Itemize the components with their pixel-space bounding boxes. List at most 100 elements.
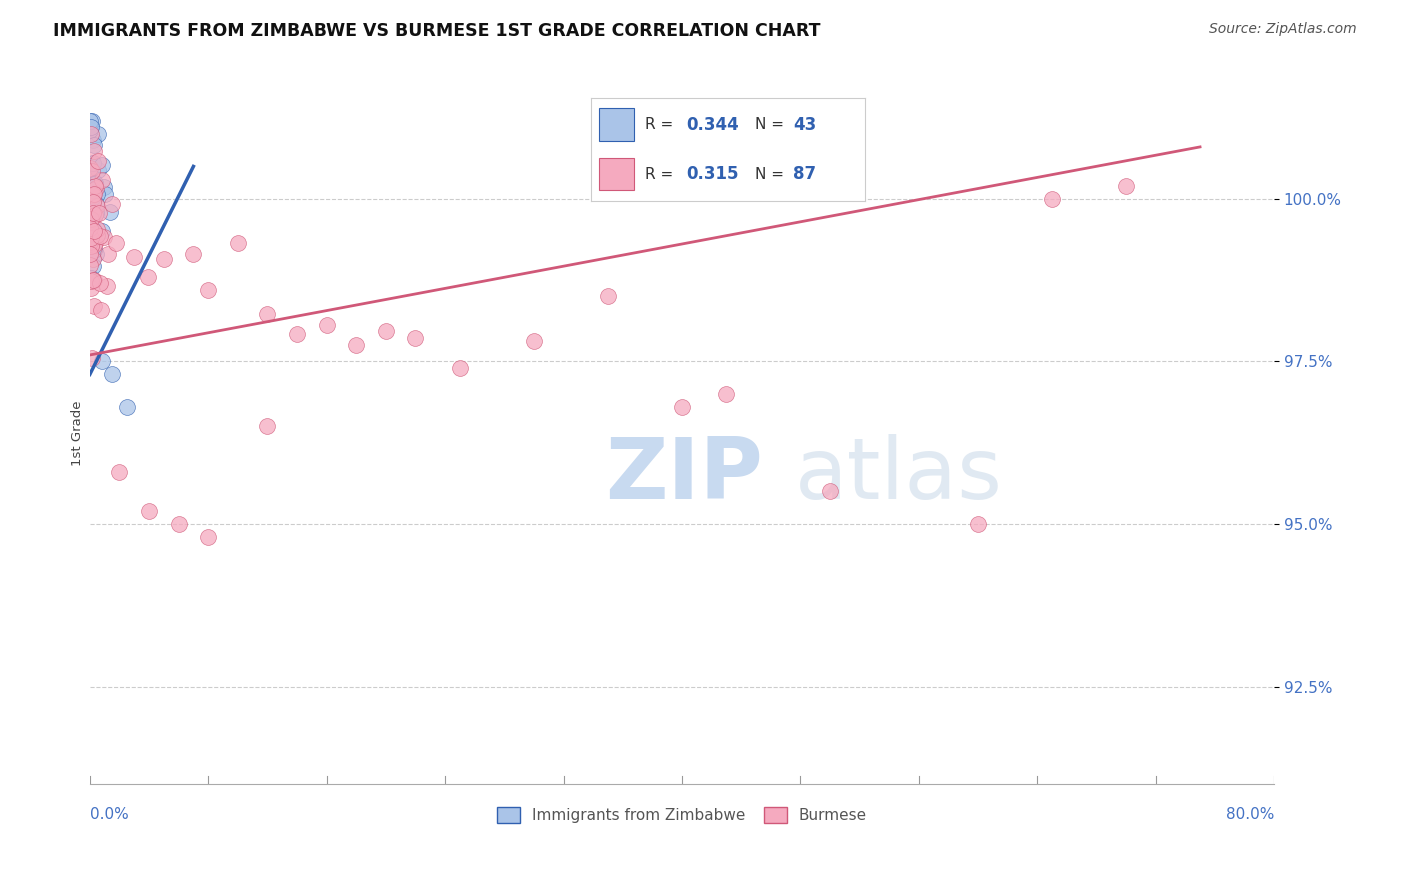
Point	[93, 230, 115, 244]
Text: R =: R =	[645, 117, 679, 132]
Text: 80.0%: 80.0%	[1226, 807, 1274, 822]
Point	[671, 400, 693, 414]
Text: N =: N =	[755, 167, 789, 182]
Point	[82, 183, 104, 197]
Point	[374, 324, 396, 338]
Point	[226, 235, 249, 250]
Point	[98, 205, 121, 219]
Point	[80, 192, 103, 206]
Point	[82, 205, 104, 219]
Text: 87: 87	[793, 165, 817, 183]
Point	[90, 354, 112, 368]
Point	[82, 190, 104, 204]
Point	[79, 161, 101, 175]
Text: ZIP: ZIP	[605, 434, 762, 516]
Point	[108, 465, 131, 479]
Point	[80, 120, 103, 134]
Point	[80, 114, 103, 128]
Point	[96, 278, 118, 293]
Point	[79, 114, 101, 128]
Point	[1115, 178, 1137, 193]
Point	[449, 360, 471, 375]
Point	[79, 123, 101, 137]
Point	[89, 276, 111, 290]
Point	[83, 273, 105, 287]
Point	[91, 224, 114, 238]
Point	[138, 504, 160, 518]
Point	[82, 208, 104, 222]
Point	[86, 162, 108, 177]
Point	[84, 205, 107, 219]
Point	[136, 269, 159, 284]
Point	[83, 244, 105, 258]
Point	[80, 235, 103, 250]
Point	[83, 299, 105, 313]
Text: 43: 43	[793, 116, 817, 134]
Point	[89, 228, 111, 243]
Point	[83, 137, 105, 152]
Text: atlas: atlas	[794, 434, 1002, 516]
Point	[716, 387, 738, 401]
Point	[167, 516, 190, 531]
Point	[79, 246, 101, 260]
Point	[79, 258, 101, 272]
Point	[83, 145, 105, 159]
Point	[82, 133, 104, 147]
Point	[80, 238, 103, 252]
Text: Source: ZipAtlas.com: Source: ZipAtlas.com	[1209, 22, 1357, 37]
Point	[91, 158, 114, 172]
Point	[101, 197, 124, 211]
Text: R =: R =	[645, 167, 679, 182]
Point	[153, 252, 176, 266]
Point	[84, 181, 107, 195]
Point	[80, 212, 103, 227]
Point	[79, 239, 101, 253]
Point	[82, 156, 104, 170]
Point	[523, 334, 546, 349]
Point	[404, 331, 426, 345]
Point	[80, 351, 103, 365]
Point	[285, 326, 308, 341]
Point	[79, 224, 101, 238]
Point	[87, 206, 110, 220]
Point	[90, 303, 112, 318]
Point	[104, 235, 127, 250]
Point	[256, 307, 278, 321]
Point	[83, 176, 105, 190]
Point	[83, 179, 105, 194]
Point	[80, 274, 103, 288]
Point	[82, 195, 104, 210]
Point	[84, 235, 107, 250]
Point	[197, 530, 219, 544]
Point	[86, 187, 108, 202]
Point	[1040, 192, 1063, 206]
Point	[83, 238, 105, 252]
Point	[93, 180, 115, 194]
Point	[86, 221, 108, 235]
Point	[101, 368, 124, 382]
Point	[82, 188, 104, 202]
Point	[256, 419, 278, 434]
Point	[84, 209, 107, 223]
Point	[83, 177, 105, 191]
Point	[79, 162, 101, 177]
Point	[344, 337, 367, 351]
Point	[91, 173, 114, 187]
Point	[79, 127, 101, 141]
Point	[967, 516, 990, 531]
Point	[79, 220, 101, 235]
Point	[82, 156, 104, 170]
Point	[83, 224, 105, 238]
Point	[82, 163, 104, 178]
Point	[82, 273, 104, 287]
Y-axis label: 1st Grade: 1st Grade	[72, 401, 84, 466]
Point	[82, 227, 104, 241]
Point	[94, 186, 117, 201]
Text: N =: N =	[755, 117, 789, 132]
Point	[87, 154, 110, 169]
Point	[82, 259, 104, 273]
Point	[79, 235, 101, 249]
Text: IMMIGRANTS FROM ZIMBABWE VS BURMESE 1ST GRADE CORRELATION CHART: IMMIGRANTS FROM ZIMBABWE VS BURMESE 1ST …	[53, 22, 821, 40]
Point	[79, 231, 101, 245]
Point	[115, 400, 138, 414]
